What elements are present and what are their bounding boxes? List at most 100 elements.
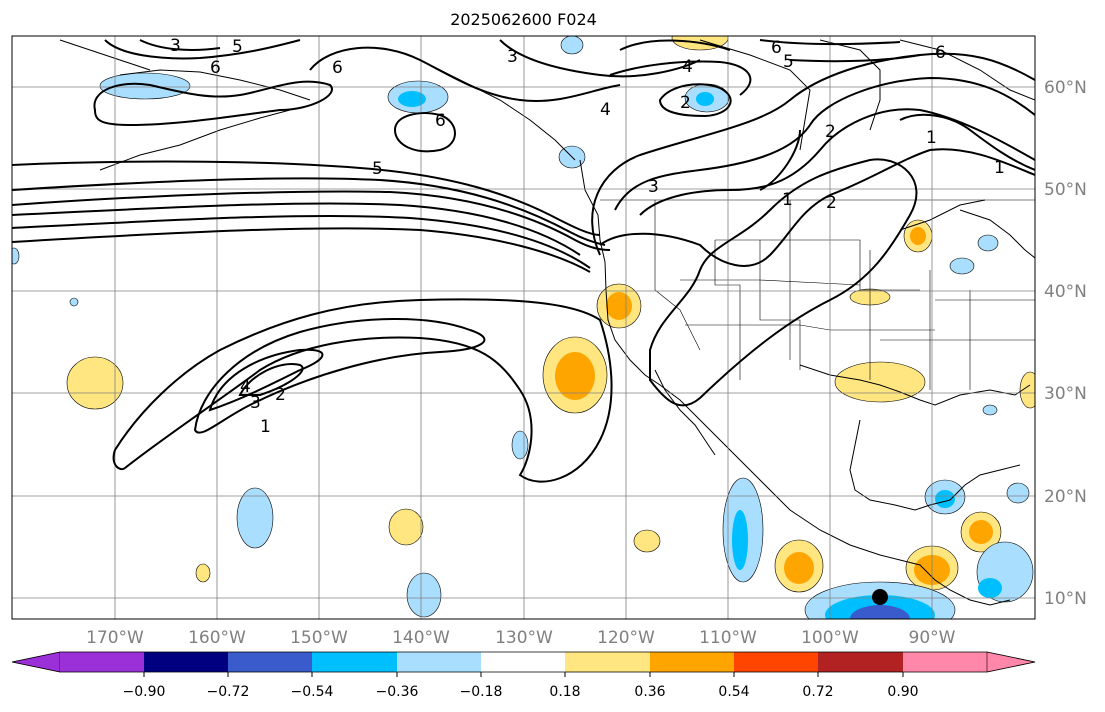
contour-label: 2 [825,122,836,142]
colorbar-tick-label: 0.18 [549,684,580,700]
colorbar-segment [818,652,903,672]
colorbar-extend-high [986,651,1036,673]
colorbar-segment [144,652,228,672]
colorbar-segment [228,652,312,672]
contour-label-group: 3 5 6 6 3 4 6 5 6 1 4 2 5 6 3 2 1 2 1 4 … [170,36,1005,437]
colorbar-segment [734,652,818,672]
contour-label: 5 [783,52,794,72]
lat-label: 40°N [1044,282,1087,302]
colorbar-segment [397,652,481,672]
negative-anomaly-blob [69,297,79,307]
colorbar-tick-label: 0.54 [718,684,749,700]
colorbar-segment [481,652,565,672]
positive-anomaly-blob [66,356,124,410]
negative-anomaly-blob [99,72,191,100]
positive-anomaly-blob [633,529,661,553]
contour-lines [12,39,1035,483]
contour-label: 6 [935,43,946,63]
lat-label: 20°N [1044,487,1087,507]
colorbar-tick-label: 0.36 [634,684,665,700]
location-marker-dot [872,589,888,605]
lon-label: 100°W [801,628,859,648]
negative-anomaly-blob [398,91,426,107]
colorbar-tick-label: 0.90 [887,684,918,700]
positive-anomaly-blob [195,563,211,583]
negative-anomaly-blob [850,605,910,619]
contour-label: 1 [926,128,937,148]
lon-label: 130°W [495,628,553,648]
colorbar-tick-label: −0.36 [376,684,419,700]
positive-anomaly-blob [388,508,424,546]
negative-anomaly-blob [1006,482,1030,504]
colorbar-extend-low [11,651,61,673]
positive-anomaly-blob [784,552,814,584]
longitude-labels: 170°W 160°W 150°W 140°W 130°W 120°W 110°… [86,628,956,648]
negative-anomaly-blob [236,487,274,549]
negative-anomaly-blob [977,234,999,252]
contour-label: 6 [435,111,446,131]
contour-label: 5 [372,159,383,179]
map-title: 2025062600 F024 [450,10,597,29]
contour-label: 3 [250,393,261,413]
state-borders [600,199,1035,390]
map-frame [11,35,1036,620]
anomaly-shading [12,36,1035,619]
colorbar-segment [903,652,987,672]
contour-label: 1 [260,417,271,437]
lon-label: 120°W [597,628,655,648]
contour-label: 4 [682,57,693,77]
contour-label: 6 [771,38,782,58]
colorbar-segment [565,652,650,672]
contour-label: 4 [240,377,251,397]
negative-anomaly-blob [732,510,748,570]
latitude-labels: 60°N 50°N 40°N 30°N 20°N 10°N [1044,78,1087,609]
lat-label: 10°N [1044,589,1087,609]
colorbar-tick-label: −0.72 [207,684,250,700]
contour-label: 6 [210,58,221,78]
contour-label: 2 [275,385,286,405]
graticule [12,36,1035,619]
colorbar-tick-label: 0.72 [802,684,833,700]
negative-anomaly-blob [511,430,529,460]
coastlines [59,39,1035,606]
colorbar-segment [312,652,397,672]
lon-label: 90°W [909,628,956,648]
positive-anomaly-blob [834,361,926,403]
contour-label: 4 [600,100,611,120]
colorbar-segment [650,652,734,672]
contour-label: 2 [680,93,691,113]
lon-label: 170°W [86,628,144,648]
contour-label: 1 [782,190,793,210]
lat-label: 50°N [1044,180,1087,200]
lat-label: 60°N [1044,78,1087,98]
lat-label: 30°N [1044,384,1087,404]
positive-anomaly-blob [969,520,993,544]
contour-label: 3 [170,36,181,56]
colorbar-tick-label: −0.90 [123,684,166,700]
positive-anomaly-blob [1019,371,1035,409]
colorbar-tick-label: −0.54 [291,684,334,700]
negative-anomaly-blob [560,36,584,55]
map-background [12,36,1035,619]
colorbar-segment [60,652,144,672]
colorbar: −0.90 −0.72 −0.54 −0.36 −0.18 0.18 0.36 … [11,651,1036,700]
negative-anomaly-blob [949,257,975,275]
negative-anomaly-blob [12,247,20,265]
negative-anomaly-blob [696,92,714,106]
contour-label: 1 [994,158,1005,178]
contour-label: 6 [332,58,343,78]
contour-label: 2 [826,193,837,213]
negative-anomaly-blob [978,578,1002,598]
contour-label: 3 [507,47,518,67]
positive-anomaly-blob [910,227,926,245]
colorbar-tick-label: −0.18 [460,684,503,700]
positive-anomaly-blob [606,292,632,320]
negative-anomaly-blob [935,490,955,508]
negative-anomaly-blob [982,404,998,416]
lon-label: 140°W [392,628,450,648]
lon-label: 110°W [699,628,757,648]
lon-label: 150°W [290,628,348,648]
contour-label: 5 [232,37,243,57]
positive-anomaly-blob [555,352,595,400]
